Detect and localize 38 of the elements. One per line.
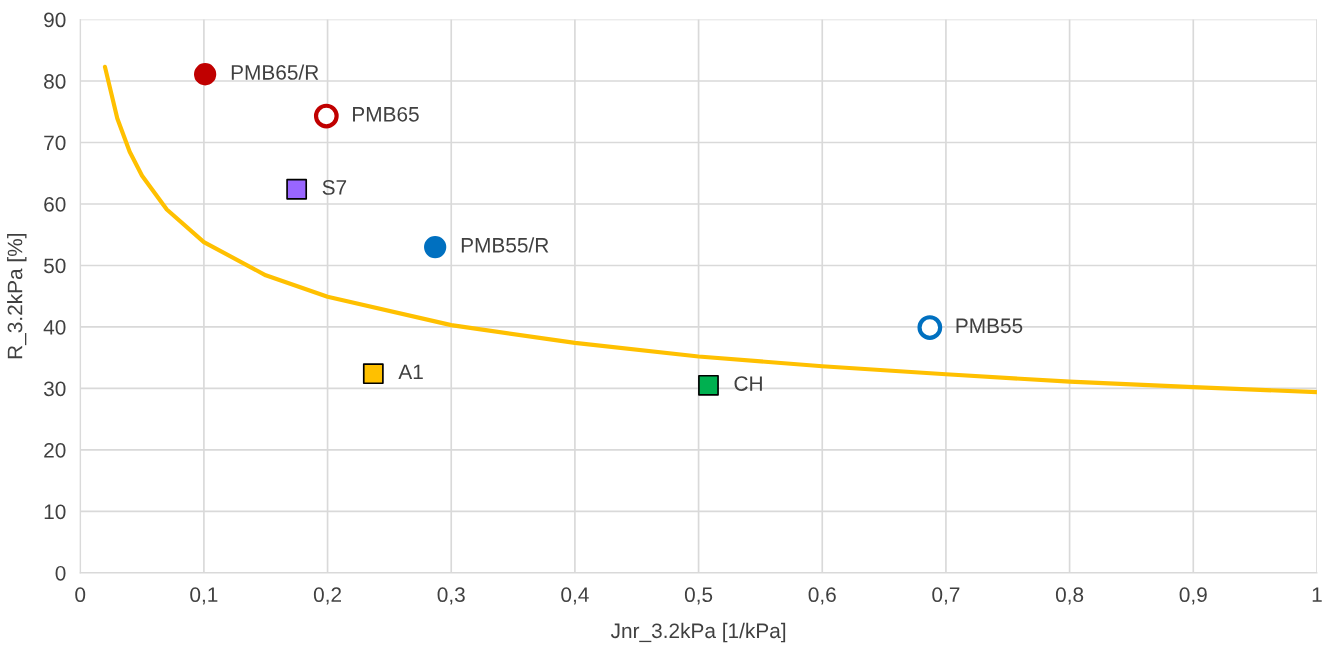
y-tick-label: 50 [43,258,66,274]
x-tick-label: 0,5 [684,587,713,605]
x-tick-label: 0 [75,587,86,603]
x-tick-label: 0,9 [1179,587,1207,605]
x-tick-label: 0,1 [190,587,218,605]
point [313,103,339,129]
line-series [102,64,1317,395]
point [193,63,217,86]
series-label: PMB55/R [461,237,549,253]
x-tick-label: 0,7 [932,587,960,605]
y-tick-label: 60 [44,196,66,212]
point [424,235,447,259]
series-label: A1 [398,364,423,380]
y-tick-label: 0 [55,565,66,581]
x-tick-label: 0,3 [437,587,465,605]
series-label: PMB55 [956,318,1023,334]
y-tick-label: 80 [44,74,66,89]
point [286,178,308,200]
series-label: CH [734,376,762,391]
series-label: PMB65 [353,106,419,122]
x-tick-label: 1 [1312,587,1322,602]
point [917,315,943,340]
y-tick-label: 10 [44,504,66,520]
y-tick-label: 40 [43,319,66,335]
point [362,363,384,385]
x-tick-label: 0,4 [561,587,589,605]
x-tick-label: 0,8 [1055,587,1084,605]
y-tick-label: 20 [44,442,66,458]
y-tick-label: 70 [44,135,66,151]
x-tick-label: 0,6 [808,587,836,605]
y-tick-label: 30 [43,381,66,397]
series-label: PMB65/R [231,64,319,80]
series-label: S7 [322,180,347,195]
y-tick-label: 90 [44,12,66,28]
x-tick-label: 0,2 [313,587,341,605]
x-axis-title: Jnr_3.2kPa [1/kPa] [610,622,786,643]
point [698,374,719,396]
y-axis-title: R_3.2kPa [%] [7,234,27,359]
